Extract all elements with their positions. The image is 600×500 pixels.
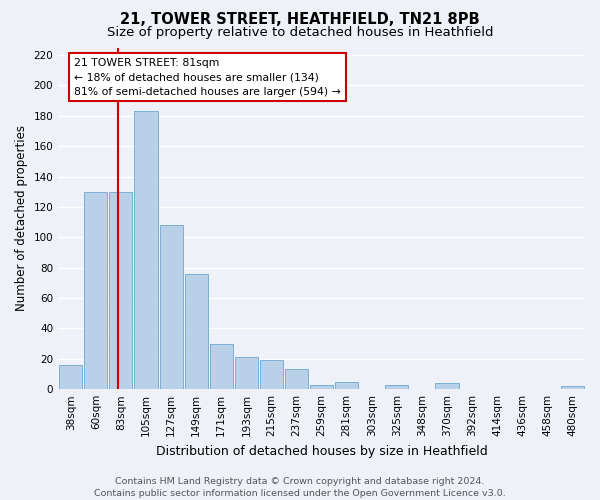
Bar	[335, 382, 358, 389]
Text: Contains HM Land Registry data © Crown copyright and database right 2024.
Contai: Contains HM Land Registry data © Crown c…	[94, 476, 506, 498]
Text: 21, TOWER STREET, HEATHFIELD, TN21 8PB: 21, TOWER STREET, HEATHFIELD, TN21 8PB	[120, 12, 480, 28]
Bar	[260, 360, 283, 389]
Bar	[59, 365, 82, 389]
Y-axis label: Number of detached properties: Number of detached properties	[15, 126, 28, 312]
Bar	[84, 192, 107, 389]
Bar	[134, 112, 158, 389]
Text: 21 TOWER STREET: 81sqm
← 18% of detached houses are smaller (134)
81% of semi-de: 21 TOWER STREET: 81sqm ← 18% of detached…	[74, 58, 341, 96]
Bar	[561, 386, 584, 389]
X-axis label: Distribution of detached houses by size in Heathfield: Distribution of detached houses by size …	[156, 444, 487, 458]
Text: Size of property relative to detached houses in Heathfield: Size of property relative to detached ho…	[107, 26, 493, 39]
Bar	[285, 370, 308, 389]
Bar	[160, 225, 182, 389]
Bar	[385, 384, 409, 389]
Bar	[185, 274, 208, 389]
Bar	[436, 383, 458, 389]
Bar	[310, 384, 333, 389]
Bar	[209, 344, 233, 389]
Bar	[235, 358, 258, 389]
Bar	[109, 192, 133, 389]
